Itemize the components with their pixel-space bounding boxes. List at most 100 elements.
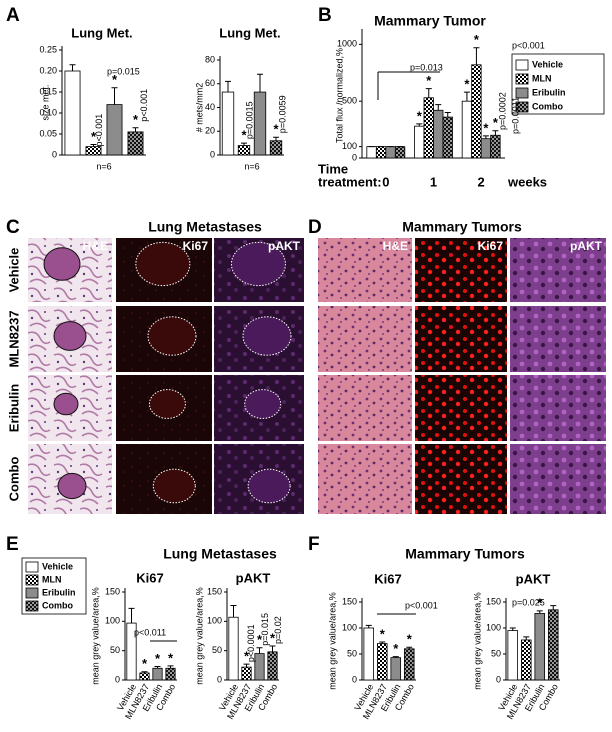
significance-star: * xyxy=(474,32,480,47)
y-tick-label: 0 xyxy=(52,149,57,159)
error-bar xyxy=(463,91,470,102)
y-tick-label: 0 xyxy=(115,674,120,684)
bar xyxy=(376,643,388,681)
p-value: p=0.015 xyxy=(260,613,270,646)
p-value: p=0.0002 xyxy=(497,92,507,130)
legend-label: Combo xyxy=(42,600,73,610)
micrograph xyxy=(510,238,606,302)
significance-star: * xyxy=(537,595,543,610)
significance-star: * xyxy=(426,73,432,88)
significance-star: * xyxy=(155,651,161,666)
micrograph xyxy=(415,375,507,441)
bar xyxy=(414,125,425,159)
error-bar xyxy=(230,604,237,618)
legend-label: Eribulin xyxy=(532,87,566,97)
significance-star: * xyxy=(257,632,263,647)
bar xyxy=(366,146,377,159)
error-bar xyxy=(492,130,499,136)
x-tick-label: 1 xyxy=(430,174,437,189)
panel-title: Mammary Tumors xyxy=(405,546,525,562)
y-tick-label: 1000 xyxy=(337,39,357,49)
legend-swatch xyxy=(25,587,39,599)
chart-title: Ki67 xyxy=(374,571,401,586)
lesion-outline xyxy=(147,316,197,356)
error-bar xyxy=(243,663,250,668)
lesion xyxy=(53,392,79,416)
bar xyxy=(241,666,252,681)
legend-box xyxy=(511,53,605,115)
y-axis-label: mean grey value/area,% xyxy=(327,592,337,690)
y-axis-label: Total flux /normalized,% xyxy=(334,48,344,143)
error-bar xyxy=(473,47,480,65)
row-label: MLN8237 xyxy=(6,310,21,367)
x-tick-label: 0 xyxy=(382,174,389,189)
y-tick-label: 0 xyxy=(496,674,501,684)
error-bar xyxy=(273,136,279,141)
image-label: pAKT xyxy=(268,239,301,253)
error-bar xyxy=(241,142,247,146)
panel-title: Lung Metastases xyxy=(163,546,277,562)
note: n=6 xyxy=(96,161,111,171)
significance-star: * xyxy=(380,626,386,641)
row-label: Vehicle xyxy=(6,248,21,293)
error-bar xyxy=(550,605,557,610)
y-tick-label: 0.20 xyxy=(39,65,57,75)
y-tick-label: 0.15 xyxy=(39,86,57,96)
error-bar xyxy=(379,641,386,644)
error-bar xyxy=(225,80,231,93)
bar xyxy=(403,648,415,681)
error-bar xyxy=(154,666,161,669)
bar xyxy=(127,131,144,156)
micrograph xyxy=(415,444,507,514)
bar xyxy=(221,91,235,156)
bar xyxy=(253,91,267,156)
bar xyxy=(390,657,402,681)
bar xyxy=(442,116,453,159)
bar xyxy=(394,146,406,159)
image-label: pAKT xyxy=(570,239,603,253)
y-axis-label: # mets/mm2 xyxy=(194,83,204,133)
p-value: p<0.001 xyxy=(405,600,438,610)
y-tick-label: 80 xyxy=(205,54,215,64)
p-value: p=0.0011 xyxy=(510,97,520,134)
legend-label: Eribulin xyxy=(42,587,76,597)
y-tick-label: 150 xyxy=(342,596,357,606)
bar xyxy=(375,146,387,159)
panel-letter: E xyxy=(6,534,19,555)
error-bar xyxy=(523,636,530,640)
bar xyxy=(471,64,482,159)
significance-star: * xyxy=(483,120,489,135)
bar xyxy=(228,616,239,681)
bar xyxy=(490,134,501,159)
y-tick-label: 150 xyxy=(207,586,222,596)
error-bar xyxy=(416,123,423,127)
y-tick-label: 150 xyxy=(105,586,120,596)
p-value: p=0.0059 xyxy=(277,95,287,133)
y-tick-label: 0 xyxy=(217,674,222,684)
legend-swatch xyxy=(515,59,529,71)
p-value: p=0.015 xyxy=(107,66,140,76)
bar xyxy=(363,627,375,681)
error-bar xyxy=(256,647,263,654)
y-tick-label: 0 xyxy=(352,674,357,684)
bar xyxy=(534,613,546,681)
legend-label: MLN xyxy=(532,73,552,83)
significance-star: * xyxy=(168,650,174,665)
chart-title: Mammary Tumor xyxy=(374,13,486,29)
p-value: p=0.025 xyxy=(512,597,545,607)
lesion-outline xyxy=(247,468,291,504)
image-label: H&E xyxy=(383,239,408,253)
y-tick-label: 100 xyxy=(486,622,501,632)
micrograph xyxy=(318,444,412,514)
y-tick-label: 20 xyxy=(205,126,215,136)
legend-swatch xyxy=(515,87,529,99)
x-unit: weeks xyxy=(507,174,547,189)
error-bar xyxy=(425,88,432,98)
y-tick-label: 0 xyxy=(352,152,357,162)
legend-swatch xyxy=(515,101,529,113)
significance-star: * xyxy=(417,108,423,123)
lesion xyxy=(53,321,87,351)
x-tick-label: 2 xyxy=(478,174,485,189)
significance-star: * xyxy=(493,115,499,130)
error-bar xyxy=(128,607,135,624)
